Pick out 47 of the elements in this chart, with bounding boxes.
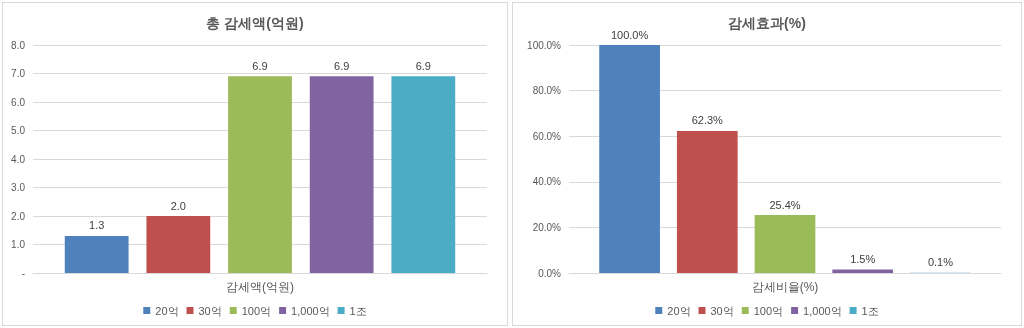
bar: [676, 130, 738, 273]
chart-title: 총 감세액(억원): [206, 15, 304, 31]
y-tick-label: 5.0: [11, 125, 26, 136]
legend-label: 1,000억: [803, 304, 842, 317]
y-tick-label: 60.0%: [532, 130, 562, 142]
legend-label: 1조: [349, 304, 367, 317]
legend-label: 20억: [667, 304, 691, 317]
data-label: 100.0%: [610, 28, 649, 41]
y-tick-label: 1.0: [11, 239, 26, 250]
data-label: 6.9: [252, 59, 268, 72]
bar: [309, 76, 374, 273]
bar: [754, 215, 816, 273]
y-tick-label: 3.0: [11, 182, 26, 193]
data-label: 25.4%: [769, 198, 801, 211]
legend-label: 1,000억: [291, 304, 330, 317]
bar: [146, 216, 211, 273]
data-label: 1.5%: [850, 253, 876, 266]
x-tick-label: 감세비율(%): [751, 280, 819, 294]
data-label: 6.9: [334, 59, 350, 72]
bar: [391, 76, 456, 273]
y-tick-label: 2.0: [11, 210, 26, 222]
legend-label: 100억: [753, 304, 784, 317]
data-label: 2.0: [170, 199, 186, 212]
y-tick-label: 8.0: [11, 39, 26, 51]
bar: [64, 235, 129, 273]
y-tick-label: -: [21, 267, 25, 279]
legend-label: 100억: [241, 304, 272, 317]
bar: [228, 76, 292, 273]
y-tick-label: 80.0%: [532, 85, 562, 97]
legend-label: 1조: [861, 304, 879, 317]
y-tick-label: 6.0: [11, 96, 26, 108]
y-tick-label: 7.0: [11, 68, 26, 79]
legend-label: 20억: [155, 304, 179, 317]
legend-label: 30억: [710, 304, 734, 317]
y-tick-label: 0.0%: [538, 267, 562, 279]
bar: [599, 45, 660, 273]
data-label: 0.1%: [927, 256, 954, 269]
x-tick-label: 감세액(억원): [226, 280, 294, 294]
chart-title: 감세효과(%): [728, 15, 806, 31]
legend-label: 30억: [198, 304, 222, 317]
data-label: 1.3: [89, 219, 105, 232]
y-tick-label: 4.0: [11, 153, 26, 165]
y-tick-label: 20.0%: [532, 221, 562, 233]
data-label: 6.9: [415, 59, 431, 72]
y-tick-label: 100.0%: [527, 39, 562, 51]
data-label: 62.3%: [691, 114, 724, 127]
y-tick-label: 40.0%: [532, 176, 562, 188]
